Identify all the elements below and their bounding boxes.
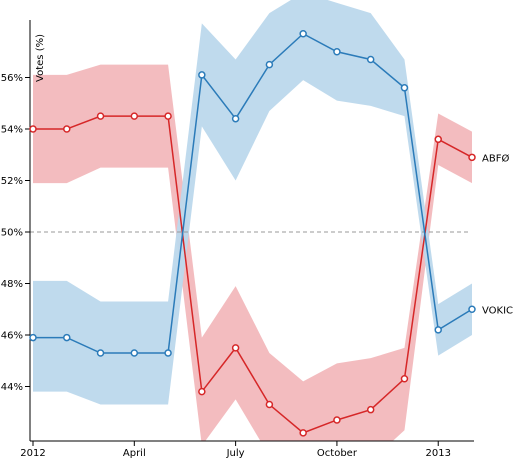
x-tick-label-october: October [317,448,358,459]
point-abf-2012-07 [231,344,240,352]
x-tick-label-2013: 2013 [426,448,451,459]
x-tick-label-july: July [226,448,245,459]
series-label-vokic: VOKIC [482,305,513,316]
x-tick-label-april: April [123,448,146,459]
series-lines [33,32,473,434]
point-abf-2012-02 [63,125,71,133]
point-abf-2012-11 [366,405,375,414]
y-tick-label-56: 56% [1,73,23,84]
x-tick-label-2012: 2012 [20,448,45,459]
y-axis-title: Votes (%) [35,34,46,82]
point-abf-2012-10 [333,416,341,424]
point-abf-2012-04 [130,112,139,120]
confidence-bands [33,0,472,441]
point-vokic-2012-10 [333,48,341,56]
point-vokic-2013-01 [434,326,442,334]
y-tick-label-50: 50% [1,228,23,239]
point-vokic-2012-11 [366,55,375,64]
y-axis-ticks: 44% 46% 48% 50% 52% 54% 56% [1,73,30,393]
band-abf [33,64,472,441]
point-abf-2012-08 [265,400,274,409]
point-abf-2012-05 [164,112,172,120]
point-vokic-2012-02 [63,333,71,342]
y-tick-label-52: 52% [1,176,23,187]
point-abf-2012-01 [29,125,37,133]
band-vokic [33,0,472,405]
point-vokic-2012-06 [198,71,206,79]
point-abf-2013-02 [468,153,476,162]
point-vokic-2012-07 [231,114,240,123]
point-vokic-2012-05 [164,349,172,357]
point-vokic-2012-01 [29,333,37,342]
y-tick-label-48: 48% [1,279,23,290]
point-vokic-2013-02 [468,305,476,313]
point-vokic-2012-03 [96,349,105,357]
x-axis-ticks: 2012 April July October 2013 [20,441,451,459]
point-abf-2012-06 [198,387,206,396]
series-labels: ABFØ VOKIC [482,152,513,316]
point-vokic-2012-04 [130,349,139,357]
y-tick-label-44: 44% [1,382,23,393]
point-abf-2013-01 [434,135,442,144]
y-tick-label-46: 46% [1,331,23,342]
axes: 44% 46% 48% 50% 52% 54% 56% 2012 April July Octob… [1,20,474,459]
point-abf-2012-03 [96,112,105,120]
point-vokic-2012-12 [400,84,409,92]
line-abf [33,115,473,434]
point-abf-2012-12 [400,375,409,383]
point-vokic-2012-08 [265,60,274,69]
point-abf-2012-09 [299,429,307,437]
data-points [29,29,476,437]
y-tick-label-54: 54% [1,125,23,136]
line-vokic [33,32,473,354]
series-label-abf: ABFØ [482,152,509,164]
point-vokic-2012-09 [299,29,307,38]
